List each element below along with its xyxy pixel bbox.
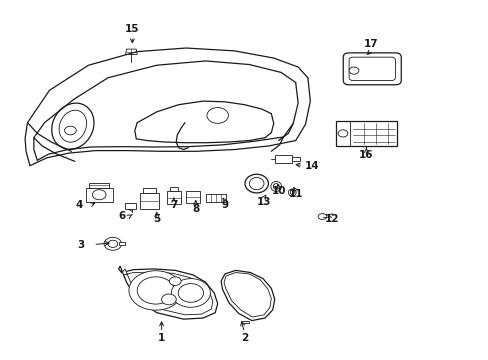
Circle shape [178, 284, 203, 302]
Polygon shape [86, 188, 113, 202]
FancyBboxPatch shape [348, 57, 395, 81]
Circle shape [161, 294, 176, 305]
Circle shape [137, 277, 174, 304]
Ellipse shape [288, 189, 296, 196]
Circle shape [108, 240, 118, 247]
Text: 13: 13 [256, 197, 271, 207]
Text: 2: 2 [241, 333, 247, 343]
Ellipse shape [52, 103, 94, 149]
Text: 16: 16 [358, 150, 373, 160]
Text: 10: 10 [271, 186, 285, 196]
Polygon shape [125, 49, 137, 54]
Polygon shape [119, 242, 125, 245]
Polygon shape [122, 269, 212, 315]
Ellipse shape [290, 190, 294, 195]
Polygon shape [167, 191, 181, 204]
Ellipse shape [273, 184, 279, 189]
Circle shape [206, 108, 228, 123]
Polygon shape [140, 193, 159, 209]
Text: 3: 3 [78, 239, 84, 249]
Text: 1: 1 [158, 333, 165, 343]
Text: 14: 14 [304, 161, 319, 171]
Polygon shape [206, 194, 225, 202]
Text: 5: 5 [153, 215, 160, 224]
Text: 12: 12 [325, 215, 339, 224]
Polygon shape [170, 187, 178, 191]
Text: 4: 4 [75, 200, 82, 210]
Circle shape [337, 130, 347, 137]
Circle shape [348, 67, 358, 74]
Circle shape [169, 277, 181, 285]
Circle shape [129, 271, 182, 310]
Text: 17: 17 [363, 39, 378, 49]
Polygon shape [242, 320, 249, 323]
Ellipse shape [59, 110, 86, 142]
Polygon shape [89, 183, 109, 188]
Polygon shape [125, 203, 136, 210]
Ellipse shape [318, 214, 326, 220]
Polygon shape [224, 273, 271, 317]
Circle shape [104, 237, 122, 250]
Bar [335, 121, 396, 146]
Text: 6: 6 [118, 211, 125, 221]
Polygon shape [221, 270, 274, 320]
Text: 11: 11 [288, 189, 303, 199]
Circle shape [171, 279, 210, 307]
Circle shape [64, 126, 76, 135]
Text: 8: 8 [192, 204, 199, 214]
Polygon shape [274, 155, 292, 163]
Circle shape [92, 190, 106, 200]
Polygon shape [185, 192, 199, 203]
Text: 9: 9 [221, 200, 228, 210]
FancyBboxPatch shape [343, 53, 401, 85]
Text: 7: 7 [170, 200, 177, 210]
Polygon shape [143, 188, 156, 193]
Ellipse shape [270, 181, 281, 192]
Polygon shape [292, 157, 300, 161]
Polygon shape [119, 266, 217, 319]
Ellipse shape [244, 174, 268, 193]
Ellipse shape [249, 177, 264, 190]
Text: 15: 15 [125, 24, 139, 35]
